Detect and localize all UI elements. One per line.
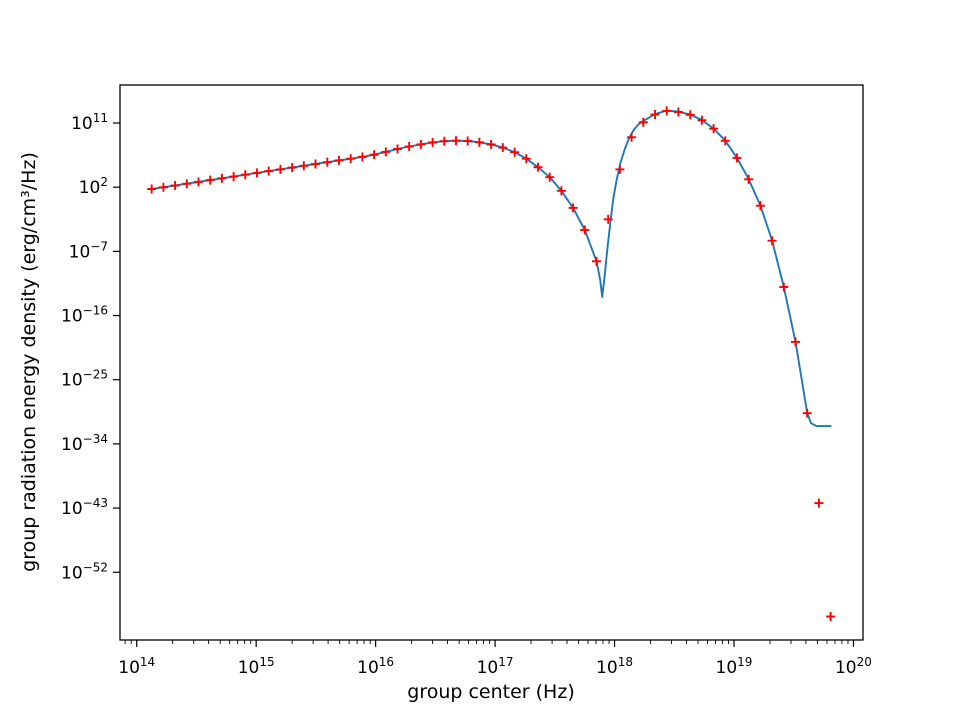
y-tick-label: 10−25 (61, 368, 108, 391)
y-tick-label: 102 (79, 175, 108, 198)
y-axis-ticks: 1011 102 10−7 10−16 10−25 10−34 10−43 10−52 (61, 111, 120, 583)
x-tick-label: 1015 (238, 655, 275, 678)
y-tick-label: 10−52 (61, 560, 108, 583)
y-tick-label: 10−16 (61, 304, 108, 327)
x-tick-label: 1019 (716, 655, 753, 678)
x-tick-label: 1020 (835, 655, 872, 678)
x-tick-label: 1018 (596, 655, 633, 678)
y-tick-label: 10−7 (69, 239, 108, 262)
y-tick-label: 10−43 (61, 496, 108, 519)
y-tick-label: 10−34 (61, 432, 108, 455)
y-tick-label: 1011 (71, 111, 108, 134)
x-axis-label: group center (Hz) (407, 681, 575, 703)
x-axis-ticks: 1014 1015 1016 1017 1018 1019 1020 (118, 640, 872, 678)
data-curve (150, 109, 832, 428)
data-markers (147, 106, 836, 621)
x-tick-label: 1017 (477, 655, 514, 678)
plot-border (119, 84, 864, 641)
x-tick-label: 1014 (118, 655, 155, 678)
y-axis-label: group radiation energy density (erg/cm³/… (18, 152, 40, 572)
x-tick-label: 1016 (357, 655, 394, 678)
